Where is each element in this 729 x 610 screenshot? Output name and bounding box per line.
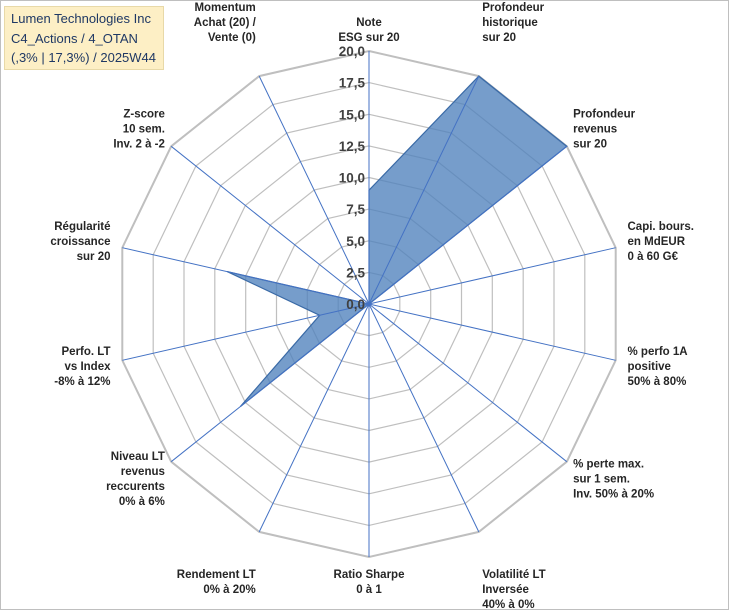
- axis-spoke: [258, 75, 370, 305]
- axis-spoke: [368, 247, 616, 305]
- axis-label-line: Profondeur: [573, 108, 635, 120]
- axis-label-line: 0 à 1: [356, 584, 382, 596]
- tick-label: 5,0: [346, 234, 365, 249]
- axis-label-line: sur 20: [573, 138, 607, 150]
- axis-label-line: -8% à 12%: [54, 376, 110, 388]
- series-layer: [226, 75, 568, 407]
- axis-label-line: Inversée: [482, 584, 529, 596]
- axis-label-line: vs Index: [64, 361, 111, 373]
- axis-label-line: Niveau LT: [111, 451, 165, 463]
- axis-spoke: [170, 303, 370, 463]
- tick-label: 2,5: [346, 265, 365, 280]
- axis-label: Niveau LT revenus reccurents 0% à 6%: [106, 451, 165, 508]
- axis-spoke: [368, 75, 480, 305]
- axis-label-line: 0 à 60 G€: [628, 251, 679, 263]
- axis-label-line: Z-score: [123, 108, 165, 120]
- axis-label: Z-score 10 sem. Inv. 2 à -2: [113, 108, 165, 150]
- tick-label: 20,0: [339, 44, 365, 59]
- axis-label-line: Achat (20) /: [194, 17, 257, 29]
- tick-label: 7,5: [346, 202, 365, 217]
- axis-label-line: positive: [628, 361, 671, 373]
- tick-label: 17,5: [339, 76, 366, 91]
- axis-label: Régularité croissance sur 20: [50, 221, 110, 263]
- axis-label-line: 0% à 6%: [119, 496, 165, 508]
- axis-spoke: [258, 303, 370, 533]
- label-layer: Note ESG sur 20 Profondeur historique sur 20…: [50, 2, 694, 610]
- axis-spoke: [368, 145, 568, 305]
- axis-label-line: sur 20: [77, 251, 111, 263]
- axis-label-line: 50% à 80%: [628, 376, 687, 388]
- axis-label: Profondeur revenus sur 20: [573, 108, 635, 150]
- axis-label-line: % perte max.: [573, 459, 644, 471]
- axis-label-line: revenus: [573, 123, 617, 135]
- axis-spoke: [122, 303, 370, 361]
- axis-label-line: Régularité: [54, 221, 110, 233]
- axis-label-line: Inv. 50% à 20%: [573, 489, 654, 501]
- tick-label: 10,0: [339, 171, 365, 186]
- axis-spoke: [170, 145, 370, 305]
- axis-label: Rendement LT 0% à 20%: [177, 569, 256, 596]
- axis-spoke: [122, 247, 370, 305]
- tick-label: 0,0: [346, 297, 365, 312]
- axis-label-line: en MdEUR: [628, 236, 686, 248]
- series-area: [226, 75, 568, 407]
- info-box: Lumen Technologies Inc C4_Actions / 4_OT…: [4, 6, 164, 70]
- axis-label-line: Ratio Sharpe: [334, 569, 405, 581]
- axis-label-line: Vente (0): [208, 32, 256, 44]
- axis-label: Volatilité LT Inversée 40% à 0%: [482, 569, 545, 610]
- axis-label-line: Rendement LT: [177, 569, 256, 581]
- period-summary: (,3% | 17,3%) / 2025W44: [11, 50, 157, 65]
- axis-label-line: sur 20: [482, 32, 516, 44]
- axis-label-line: ESG sur 20: [338, 32, 399, 44]
- tick-layer: 0,0 2,5 5,0 7,5 10,0 12,5 15,0 17,5 20,0: [339, 44, 366, 312]
- spoke-layer: [122, 51, 616, 557]
- axis-label: Note ESG sur 20: [338, 17, 399, 44]
- axis-label: % perte max. sur 1 sem. Inv. 50% à 20%: [573, 459, 654, 501]
- axis-spoke: [368, 303, 480, 533]
- axis-label-line: Inv. 2 à -2: [113, 138, 165, 150]
- axis-spoke: [368, 303, 568, 463]
- axis-label: Profondeur historique sur 20: [482, 2, 544, 44]
- company-name: Lumen Technologies Inc: [11, 11, 151, 26]
- tick-label: 15,0: [339, 107, 365, 122]
- axis-label: Perfo. LT vs Index -8% à 12%: [54, 346, 111, 388]
- axis-label-line: sur 1 sem.: [573, 474, 630, 486]
- axis-label-line: Momentum: [194, 2, 255, 14]
- tick-label: 12,5: [339, 139, 366, 154]
- axis-label-line: Volatilité LT: [482, 569, 545, 581]
- axis-spoke: [368, 303, 616, 361]
- axis-label-line: Perfo. LT: [62, 346, 111, 358]
- axis-label: % perfo 1A positive 50% à 80%: [628, 346, 688, 388]
- axis-label-line: % perfo 1A: [628, 346, 688, 358]
- axis-label-line: 10 sem.: [123, 123, 165, 135]
- axis-label-line: croissance: [50, 236, 110, 248]
- axis-label: Momentum Achat (20) / Vente (0): [194, 2, 257, 44]
- axis-label-line: reccurents: [106, 481, 165, 493]
- classification: C4_Actions / 4_OTAN: [11, 30, 138, 46]
- axis-label-line: revenus: [121, 466, 165, 478]
- axis-label-line: 40% à 0%: [482, 599, 534, 610]
- axis-label-line: Note: [356, 17, 382, 29]
- axis-label-line: 0% à 20%: [203, 584, 255, 596]
- axis-label: Ratio Sharpe 0 à 1: [334, 569, 405, 596]
- axis-label-line: Capi. bours.: [628, 221, 694, 233]
- axis-label-line: Profondeur: [482, 2, 544, 14]
- axis-label: Capi. bours. en MdEUR 0 à 60 G€: [628, 221, 694, 263]
- axis-label-line: historique: [482, 17, 538, 29]
